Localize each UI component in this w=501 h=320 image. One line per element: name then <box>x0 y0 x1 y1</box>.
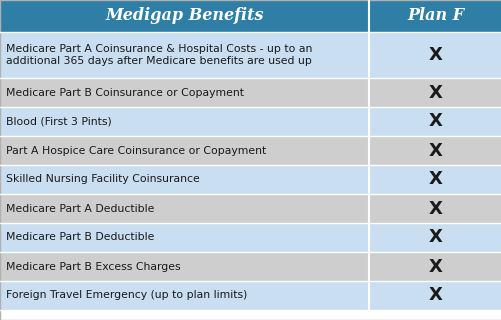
Text: Medicare Part B Excess Charges: Medicare Part B Excess Charges <box>6 261 180 271</box>
Bar <box>0 252 368 281</box>
Text: X: X <box>428 286 441 305</box>
Text: X: X <box>428 258 441 276</box>
Text: Skilled Nursing Facility Coinsurance: Skilled Nursing Facility Coinsurance <box>6 174 199 185</box>
Bar <box>0 281 368 310</box>
Bar <box>368 281 501 310</box>
Bar <box>0 165 368 194</box>
Text: X: X <box>428 228 441 246</box>
Bar <box>368 0 501 32</box>
Bar <box>0 0 368 32</box>
Bar <box>0 223 368 252</box>
Text: X: X <box>428 199 441 218</box>
Bar <box>0 136 368 165</box>
Bar <box>368 78 501 107</box>
Text: Plan F: Plan F <box>406 7 463 25</box>
Text: X: X <box>428 46 441 64</box>
Bar <box>368 136 501 165</box>
Bar <box>368 32 501 78</box>
Text: Medicare Part B Coinsurance or Copayment: Medicare Part B Coinsurance or Copayment <box>6 87 243 98</box>
Text: X: X <box>428 171 441 188</box>
Bar <box>0 107 368 136</box>
Text: Foreign Travel Emergency (up to plan limits): Foreign Travel Emergency (up to plan lim… <box>6 291 247 300</box>
Text: Blood (First 3 Pints): Blood (First 3 Pints) <box>6 116 112 126</box>
Text: X: X <box>428 84 441 101</box>
Bar <box>0 194 368 223</box>
Text: Medigap Benefits: Medigap Benefits <box>105 7 263 25</box>
Bar <box>368 194 501 223</box>
Bar <box>368 107 501 136</box>
Bar <box>368 252 501 281</box>
Bar <box>368 165 501 194</box>
Bar <box>368 223 501 252</box>
Bar <box>0 78 368 107</box>
Text: X: X <box>428 113 441 131</box>
Text: Medicare Part A Coinsurance & Hospital Costs - up to an
additional 365 days afte: Medicare Part A Coinsurance & Hospital C… <box>6 44 312 67</box>
Text: Part A Hospice Care Coinsurance or Copayment: Part A Hospice Care Coinsurance or Copay… <box>6 146 266 156</box>
Bar <box>0 32 368 78</box>
Text: Medicare Part A Deductible: Medicare Part A Deductible <box>6 204 154 213</box>
Text: Medicare Part B Deductible: Medicare Part B Deductible <box>6 233 154 243</box>
Text: X: X <box>428 141 441 159</box>
